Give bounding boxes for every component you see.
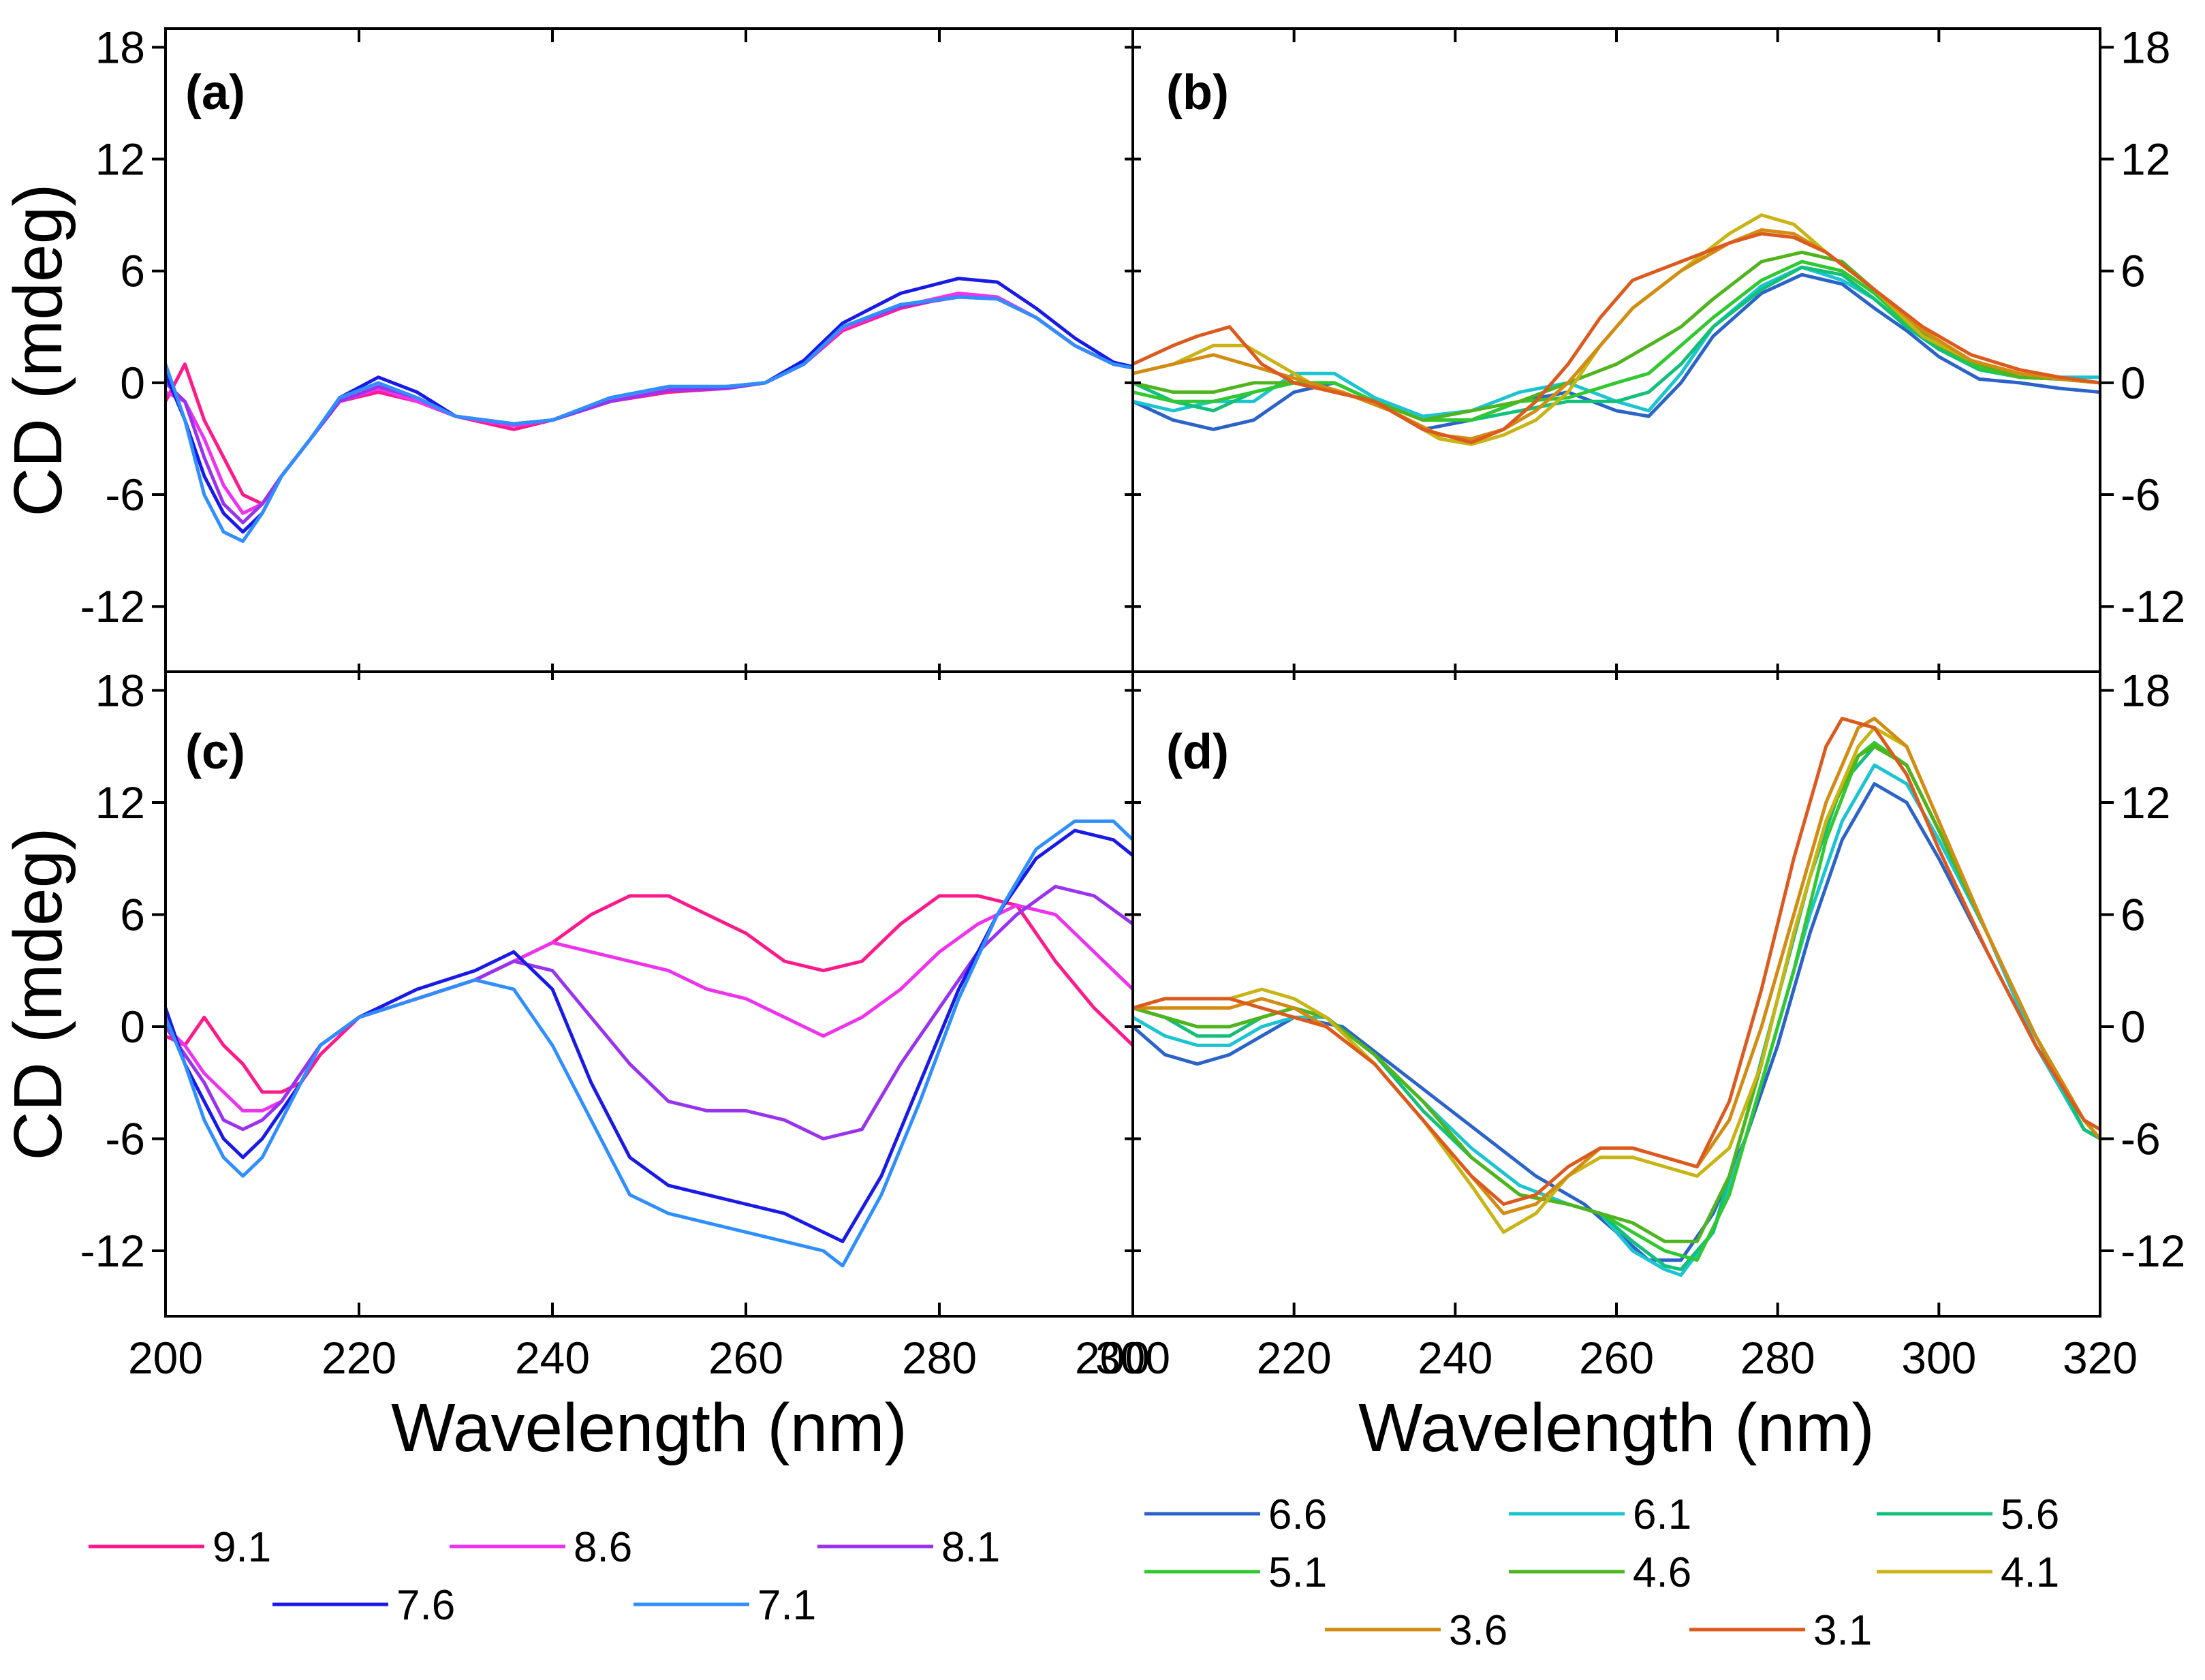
y-tick-label: 12 [2121, 777, 2170, 828]
legend-label: 9.1 [213, 1524, 271, 1571]
legend-label: 4.1 [2001, 1549, 2059, 1596]
legend-entry-7-1: 7.1 [634, 1582, 816, 1629]
y-tick-label: 6 [2121, 889, 2146, 939]
y-tick-label: 0 [2121, 358, 2146, 408]
legend-entry-3-6: 3.6 [1325, 1607, 1507, 1654]
series-line-8-1 [166, 884, 1133, 1140]
legend-entry-6-6: 6.6 [1144, 1491, 1327, 1538]
y-tick-label: 12 [2121, 134, 2170, 185]
legend-label: 6.1 [1633, 1491, 1691, 1538]
legend-label: 8.6 [574, 1524, 632, 1571]
series-line-7-1 [166, 819, 1133, 1268]
panel-label: (d) [1166, 725, 1229, 779]
y-tick-label: 12 [95, 777, 145, 828]
y-tick-label: -12 [2121, 1226, 2185, 1276]
panel-c: (c) [166, 725, 1133, 1268]
panel-d: (d) [1133, 717, 2100, 1277]
x-axis-title: Wavelength (nm) [391, 1390, 907, 1466]
series-line-7-6 [166, 828, 1133, 1243]
y-tick-label: 18 [95, 665, 145, 715]
y-tick-label: 18 [2121, 22, 2170, 72]
y-tick-label: -12 [80, 1226, 145, 1276]
x-tick-label: 200 [128, 1333, 203, 1383]
legend: 9.1 8.6 8.1 7.6 7.1 6.6 6.1 5.6 5.1 4.6 4.1 3.6 3.1 [89, 1491, 2059, 1654]
series-lines [166, 819, 1133, 1268]
legend-label: 7.1 [757, 1582, 816, 1629]
x-tick-label: 240 [1418, 1333, 1492, 1383]
legend-label: 8.1 [941, 1524, 1000, 1571]
y-tick-label: 6 [120, 889, 145, 939]
series-line-3-1 [1133, 717, 2100, 1206]
legend-label: 4.6 [1633, 1549, 1691, 1596]
x-tick-label: 220 [322, 1333, 396, 1383]
x-tick-label: 280 [1740, 1333, 1815, 1383]
legend-label: 3.1 [1813, 1607, 1872, 1654]
legend-entry-4-6: 4.6 [1509, 1549, 1691, 1596]
y-tick-label: 0 [120, 358, 145, 408]
series-lines [166, 277, 1133, 543]
legend-entry-9-1: 9.1 [89, 1524, 271, 1571]
series-line-7-1 [166, 295, 1133, 543]
x-tick-label: 200 [1075, 1333, 1150, 1383]
x-tick-label: 260 [708, 1333, 783, 1383]
panel-a: (a) [166, 65, 1133, 543]
y-tick-label: 18 [95, 22, 145, 72]
panel-label: (b) [1166, 65, 1229, 120]
y-axis-title: CD (mdeg) [0, 828, 76, 1161]
y-tick-label: -12 [2121, 581, 2185, 632]
x-tick-label: 320 [2063, 1333, 2138, 1383]
x-axis-title: Wavelength (nm) [1358, 1390, 1875, 1466]
legend-entry-5-1: 5.1 [1144, 1549, 1327, 1596]
axes: -12 -12 -6 -6 0 0 6 6 12 12 18 18 CD (mdeg) -12 -12 -6 -… [0, 22, 2185, 1466]
x-tick-label: 220 [1257, 1333, 1332, 1383]
y-tick-label: 18 [2121, 665, 2170, 715]
legend-entry-8-1: 8.1 [817, 1524, 1000, 1571]
panel-label: (c) [185, 725, 245, 779]
legend-label: 7.6 [396, 1582, 455, 1629]
legend-label: 3.6 [1449, 1607, 1507, 1654]
panel-label: (a) [185, 65, 245, 120]
legend-label: 5.1 [1268, 1549, 1327, 1596]
series-lines [1133, 213, 2100, 446]
legend-entry-3-1: 3.1 [1689, 1607, 1872, 1654]
legend-label: 6.6 [1268, 1491, 1327, 1538]
y-tick-label: -6 [2121, 1114, 2161, 1164]
y-tick-label: 0 [120, 1001, 145, 1052]
y-axis-title: CD (mdeg) [0, 184, 76, 517]
legend-entry-4-1: 4.1 [1877, 1549, 2059, 1596]
panel-b: (b) [1133, 65, 2100, 446]
x-tick-label: 300 [1901, 1333, 1976, 1383]
y-tick-label: 12 [95, 134, 145, 185]
legend-entry-6-1: 6.1 [1509, 1491, 1691, 1538]
series-line-3-1 [1133, 232, 2100, 444]
panels: (a) (b) (c) (d) [166, 65, 2100, 1277]
y-tick-label: 6 [2121, 246, 2146, 296]
x-tick-label: 300 [1095, 1333, 1170, 1383]
legend-label: 5.6 [2001, 1491, 2059, 1538]
y-tick-label: 6 [120, 246, 145, 296]
y-tick-label: 0 [2121, 1001, 2146, 1052]
x-tick-label: 260 [1579, 1333, 1654, 1383]
y-tick-label: -6 [105, 1114, 145, 1164]
y-tick-label: -6 [2121, 469, 2161, 520]
x-tick-label: 240 [515, 1333, 590, 1383]
x-tick-label: 280 [902, 1333, 977, 1383]
legend-entry-5-6: 5.6 [1877, 1491, 2059, 1538]
y-tick-label: -6 [105, 469, 145, 520]
series-line-4-1 [1133, 213, 2100, 446]
series-lines [1133, 717, 2100, 1277]
series-line-6-6 [1133, 273, 2100, 431]
series-line-9-1 [166, 894, 1133, 1094]
y-tick-label: -12 [80, 581, 145, 632]
series-line-8-6 [166, 903, 1133, 1113]
legend-entry-8-6: 8.6 [450, 1524, 632, 1571]
legend-entry-7-6: 7.6 [272, 1582, 455, 1629]
